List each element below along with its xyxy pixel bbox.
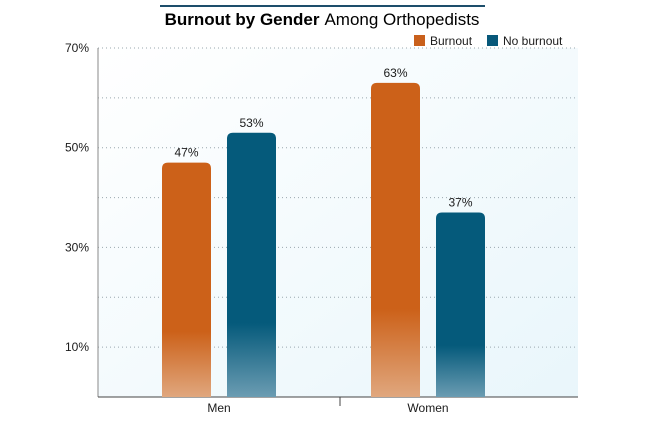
legend: Burnout No burnout <box>414 34 563 48</box>
legend-swatch-no-burnout <box>487 35 498 46</box>
chart-title: Burnout by Gender Among Orthopedists <box>165 10 480 29</box>
bars <box>162 82 485 398</box>
bar-value-label: 53% <box>239 116 263 130</box>
bar-burnout-men <box>162 162 211 397</box>
y-tick-label: 50% <box>65 141 89 155</box>
y-axis-ticks: 70% 50% 30% 10% <box>65 41 89 354</box>
y-tick-label: 30% <box>65 240 89 254</box>
legend-label-no-burnout: No burnout <box>503 34 563 48</box>
bar-no-burnout-men <box>227 132 276 397</box>
bar-value-label: 37% <box>448 196 472 210</box>
y-tick-label: 70% <box>65 41 89 55</box>
bar-value-label: 63% <box>383 66 407 80</box>
chart-title-rest: Among Orthopedists <box>324 10 479 29</box>
x-axis-ticks: Men Women <box>207 401 448 415</box>
legend-label-burnout: Burnout <box>430 34 473 48</box>
x-tick-label: Women <box>407 401 448 415</box>
y-tick-label: 10% <box>65 340 89 354</box>
legend-swatch-burnout <box>414 35 425 46</box>
x-tick-label: Men <box>207 401 230 415</box>
bar-value-label: 47% <box>174 146 198 160</box>
bar-no-burnout-women <box>436 212 485 397</box>
bar-labels: 47% 53% 63% 37% <box>174 66 472 210</box>
chart-title-bold: Burnout by Gender <box>165 10 320 29</box>
bar-burnout-women <box>371 82 420 398</box>
